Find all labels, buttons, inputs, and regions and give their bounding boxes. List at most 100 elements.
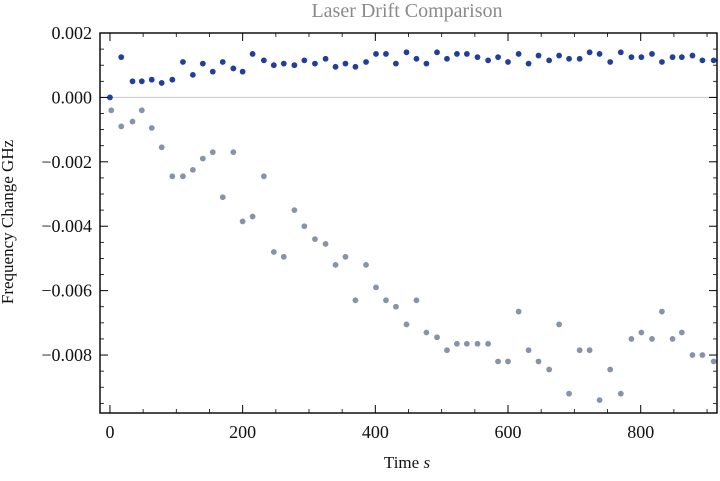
series-2-point — [239, 218, 246, 225]
series-1-point — [373, 51, 379, 57]
series-1-point — [546, 57, 553, 64]
x-tick-label: 0 — [105, 422, 114, 442]
series-1-point — [118, 54, 125, 61]
y-tick-label: −0.004 — [41, 216, 92, 236]
series-2-point — [454, 340, 460, 347]
series-1-point — [434, 49, 440, 56]
series-1-point — [505, 59, 511, 65]
series-1-point — [649, 51, 655, 57]
series-2-point — [129, 118, 136, 125]
series-2-point — [689, 352, 696, 358]
series-1-point — [423, 60, 430, 67]
series-2-point — [180, 173, 186, 180]
series-2-point — [158, 144, 165, 151]
x-tick-label: 800 — [627, 422, 654, 442]
series-2-point — [628, 336, 635, 342]
series-1-point — [607, 59, 614, 65]
series-1-point — [699, 57, 706, 64]
series-1-point — [383, 51, 389, 57]
series-1-point — [148, 76, 155, 83]
series-1-point — [586, 49, 593, 56]
series-2-point — [230, 149, 237, 156]
series-2-point — [413, 297, 420, 304]
series-2-point — [352, 297, 359, 304]
series-2-point — [138, 107, 145, 114]
series-1-point — [249, 51, 256, 57]
series-2-point — [495, 358, 501, 365]
series-2-point — [485, 340, 492, 347]
series-2-point — [535, 358, 542, 365]
series-1-point — [638, 54, 645, 61]
series-2-point — [403, 321, 410, 328]
series-2-point — [710, 358, 717, 365]
series-2-point — [108, 107, 115, 114]
series-1-point — [158, 80, 165, 86]
series-2-point — [118, 123, 125, 130]
series-1-point — [280, 60, 287, 67]
series-2-point — [659, 308, 665, 315]
y-tick-label: 0.002 — [52, 23, 93, 43]
series-1-point — [485, 57, 492, 64]
series-1-point — [301, 57, 308, 64]
y-tick-label: 0.000 — [52, 87, 93, 107]
series-1-point — [669, 54, 676, 61]
series-2-point — [148, 125, 155, 131]
series-2-point — [669, 336, 676, 342]
series-1-point — [219, 59, 226, 65]
series-1-point — [291, 62, 298, 69]
x-axis-label: Time s — [384, 453, 431, 472]
series-1-point — [270, 62, 277, 69]
series-2-point — [463, 340, 470, 347]
series-1-point — [180, 59, 186, 65]
chart-title: Laser Drift Comparison — [311, 0, 502, 22]
series-1-point — [189, 71, 196, 78]
series-2-point — [566, 390, 572, 397]
series-2-point — [649, 336, 655, 342]
series-2-point — [301, 223, 308, 230]
series-2-point — [617, 390, 624, 397]
series-1-point — [312, 60, 318, 67]
y-tick-label: −0.002 — [41, 152, 92, 172]
series-1-point — [332, 63, 339, 70]
series-1-point — [230, 65, 237, 72]
series-2-point — [505, 358, 511, 365]
series-1-point — [454, 51, 460, 57]
series-1-point — [138, 78, 145, 85]
series-1-point — [628, 54, 635, 61]
series-2-point — [434, 334, 440, 341]
series-2-point — [322, 241, 329, 247]
series-1-point — [199, 60, 206, 67]
series-1-point — [617, 49, 624, 56]
y-axis-label: Frequency Change GHz — [0, 139, 17, 304]
series-2-point — [576, 347, 583, 354]
series-1-point — [678, 54, 685, 61]
series-2-point — [699, 352, 706, 358]
series-1-point — [322, 55, 329, 62]
series-1-point — [260, 57, 267, 64]
series-1-point — [515, 51, 522, 57]
series-1-point — [444, 55, 450, 62]
series-2-point — [260, 173, 267, 180]
series-2-point — [270, 249, 277, 255]
series-1-point — [576, 55, 583, 62]
series-2-point — [363, 261, 369, 268]
series-1-point — [710, 57, 717, 64]
series-2-point — [474, 340, 481, 347]
series-2-point — [586, 347, 593, 354]
series-2-point — [291, 207, 298, 214]
series-1-point — [463, 51, 470, 57]
series-2-point — [392, 303, 399, 310]
series-1-point — [363, 59, 369, 65]
series-1-point — [596, 51, 603, 57]
series-1-point — [566, 55, 572, 62]
series-1-point — [474, 54, 481, 61]
series-2-point — [332, 261, 339, 268]
series-2-point — [638, 329, 645, 336]
series-2-point — [342, 253, 349, 260]
series-2-point — [199, 155, 206, 162]
series-2-point — [169, 173, 176, 180]
series-1-point — [107, 94, 113, 101]
series-2-point — [209, 149, 216, 156]
